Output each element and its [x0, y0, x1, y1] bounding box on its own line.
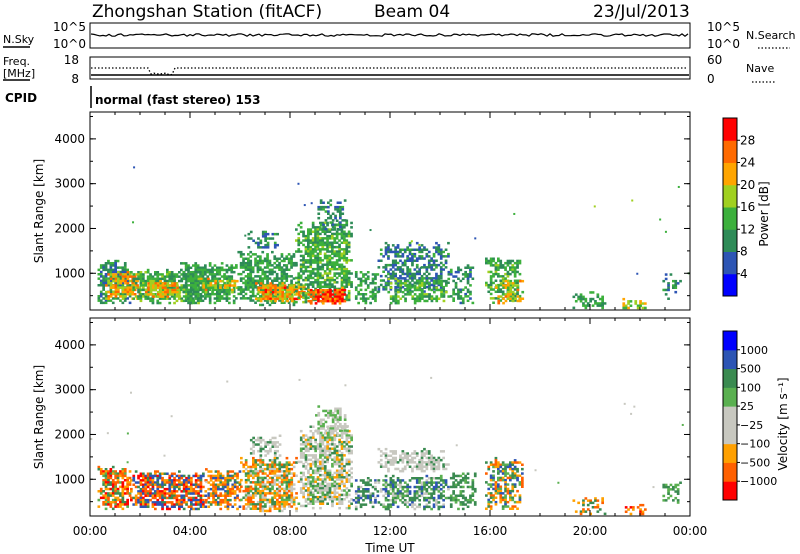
station-title: Zhongshan Station (fitACF): [92, 2, 322, 22]
velocity-ylabel: Slant Range [km]: [32, 365, 46, 469]
x-tick-label: 00:00: [73, 524, 108, 538]
power-colorbar-swatch: [723, 251, 737, 275]
nsearch-label: N.Search: [746, 29, 796, 42]
velocity-colorbar-tick: −1000: [740, 475, 777, 488]
power-colorbar-tick: 8: [740, 245, 748, 259]
velocity-colorbar-tick: −100: [740, 438, 770, 451]
power-colorbar-tick: 12: [740, 222, 755, 236]
power-panel: 1000 2000 3000 4000 Slant Range [km] 4 8 12 16…: [32, 111, 771, 311]
nsky-panel: N.Sky 10^5 10^0 10^5 10^0 N.Search: [3, 20, 796, 51]
nsky-tick-top: 10^5: [53, 20, 86, 34]
y-tick-label: 3000: [54, 383, 85, 397]
power-colorbar-swatch: [723, 273, 737, 297]
y-tick-label: 1000: [54, 472, 85, 486]
velocity-colorbar-tick: 500: [740, 363, 761, 376]
velocity-colorbar-swatch: [723, 349, 737, 370]
cpid-text: normal (fast stereo) 153: [95, 93, 261, 107]
y-tick-label: 1000: [54, 266, 85, 280]
nave-label: Nave: [746, 62, 774, 75]
nave-tick-bottom: 0: [707, 72, 715, 86]
power-colorbar-tick: 24: [740, 156, 755, 170]
power-colorbar-swatch: [723, 184, 737, 208]
x-tick-label: 00:00: [673, 524, 708, 538]
velocity-colorbar-label: Velocity [m s⁻¹]: [776, 377, 790, 470]
velocity-colorbar-tick: 100: [740, 381, 761, 394]
power-colorbar-tick: 16: [740, 200, 755, 214]
freq-unit-label: [MHz]: [3, 67, 35, 80]
power-colorbar-swatch: [723, 229, 737, 252]
x-axis-label: Time UT: [364, 541, 415, 554]
freq-tick-top: 18: [64, 53, 79, 67]
power-colorbar-swatch: [723, 162, 737, 186]
y-tick-label: 3000: [54, 177, 85, 191]
velocity-colorbar-swatch: [723, 387, 737, 407]
date-title: 23/Jul/2013: [593, 2, 690, 22]
freq-label: Freq.: [3, 55, 30, 68]
y-tick-label: 2000: [54, 221, 85, 235]
velocity-colorbar-tick: −500: [740, 456, 770, 469]
velocity-colorbar-swatch: [723, 443, 737, 463]
freq-panel: Freq. [MHz] 18 8 60 0 Nave: [3, 53, 776, 86]
x-tick-label: 16:00: [473, 524, 508, 538]
nave-tick-top: 60: [707, 53, 722, 67]
nsky-trace: [90, 33, 689, 37]
nave-trace: [91, 67, 688, 76]
x-tick-label: 20:00: [573, 524, 608, 538]
power-colorbar-swatch: [723, 140, 737, 163]
x-tick-label: 04:00: [173, 524, 208, 538]
nsky-tick-bottom: 10^0: [53, 37, 86, 51]
velocity-colorbar-swatch: [723, 481, 737, 501]
velocity-panel: 1000 2000 3000 4000 Slant Range [km] −1000 −…: [32, 317, 790, 554]
y-tick-label: 4000: [54, 338, 85, 352]
power-colorbar-swatch: [723, 118, 737, 141]
y-tick-label: 4000: [54, 132, 85, 146]
cpid-label: CPID: [5, 91, 37, 105]
power-colorbar-tick: 4: [740, 267, 748, 281]
velocity-colorbar-swatch: [723, 331, 737, 351]
velocity-colorbar-swatch: [723, 462, 737, 482]
power-colorbar-tick: 28: [740, 133, 755, 147]
power-ylabel: Slant Range [km]: [32, 159, 46, 263]
nsky-label: N.Sky: [3, 33, 35, 46]
power-colorbar-swatch: [723, 207, 737, 230]
velocity-colorbar-tick: 25: [740, 400, 754, 413]
freq-tick-bottom: 8: [71, 72, 79, 86]
velocity-colorbar-tick: 1000: [740, 344, 768, 357]
x-tick-label: 08:00: [273, 524, 308, 538]
x-tick-label: 12:00: [373, 524, 408, 538]
y-tick-label: 2000: [54, 427, 85, 441]
beam-title: Beam 04: [374, 2, 450, 22]
velocity-colorbar-tick: −25: [740, 419, 763, 432]
velocity-colorbar-swatch: [723, 368, 737, 388]
power-colorbar-tick: 20: [740, 178, 755, 192]
velocity-colorbar-swatch: [723, 424, 737, 445]
power-colorbar-label: Power [dB]: [757, 181, 771, 246]
nsearch-tick-bottom: 10^0: [707, 37, 740, 51]
nsearch-tick-top: 10^5: [707, 20, 740, 34]
velocity-colorbar-swatch: [723, 406, 737, 426]
